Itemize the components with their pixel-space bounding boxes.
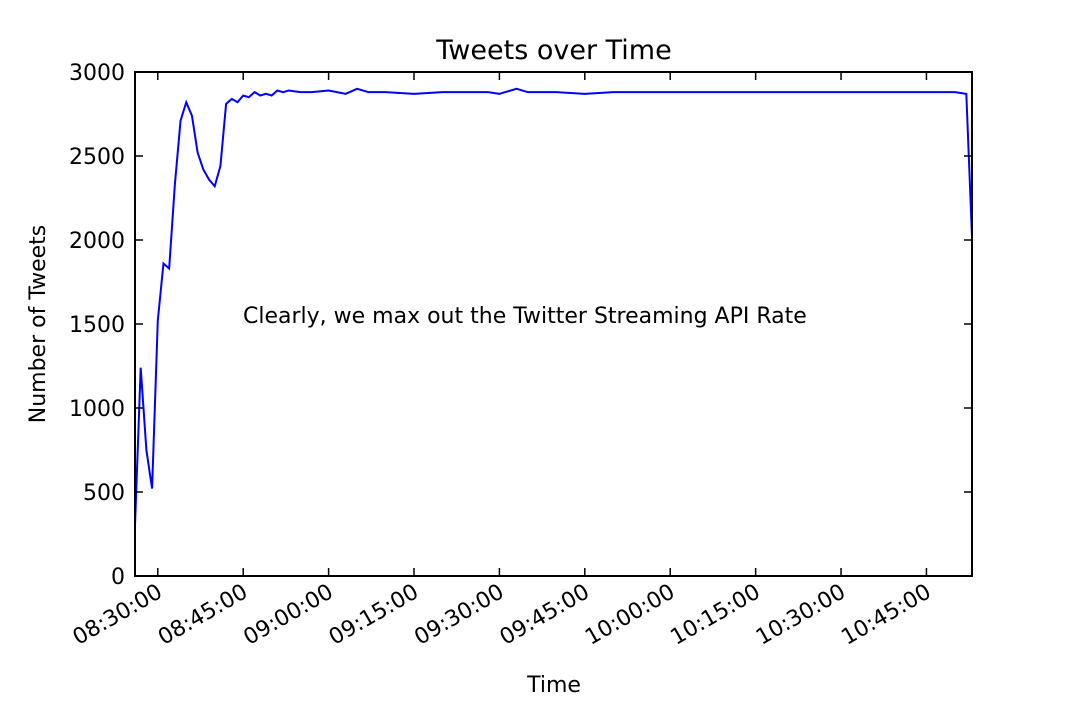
y-tick-label: 0 xyxy=(111,565,125,590)
x-tick-label: 09:15:00 xyxy=(325,580,423,651)
x-tick-label: 09:45:00 xyxy=(496,580,594,651)
x-tick-label: 10:30:00 xyxy=(752,580,850,651)
x-tick-label: 09:00:00 xyxy=(240,580,338,651)
y-tick-label: 2500 xyxy=(69,145,125,170)
x-axis-label: Time xyxy=(526,673,581,698)
x-tick-label: 08:45:00 xyxy=(154,580,252,651)
y-tick-label: 1500 xyxy=(69,313,125,338)
y-axis-ticks: 0 500 1000 1500 2000 2500 3000 xyxy=(69,61,972,590)
chart-title: Tweets over Time xyxy=(435,35,671,66)
y-tick-label: 3000 xyxy=(69,61,125,86)
x-tick-label: 08:30:00 xyxy=(69,580,167,651)
y-tick-label: 2000 xyxy=(69,229,125,254)
y-tick-label: 500 xyxy=(83,481,125,506)
y-axis-label: Number of Tweets xyxy=(26,225,51,424)
x-tick-label: 10:15:00 xyxy=(667,580,765,651)
x-tick-label: 09:30:00 xyxy=(410,580,508,651)
series-line-tweets xyxy=(134,87,973,526)
x-tick-label: 10:45:00 xyxy=(837,580,935,651)
y-tick-label: 1000 xyxy=(69,397,125,422)
rate-limit-annotation: Clearly, we max out the Twitter Streamin… xyxy=(243,304,807,329)
x-tick-label: 10:00:00 xyxy=(581,580,679,651)
